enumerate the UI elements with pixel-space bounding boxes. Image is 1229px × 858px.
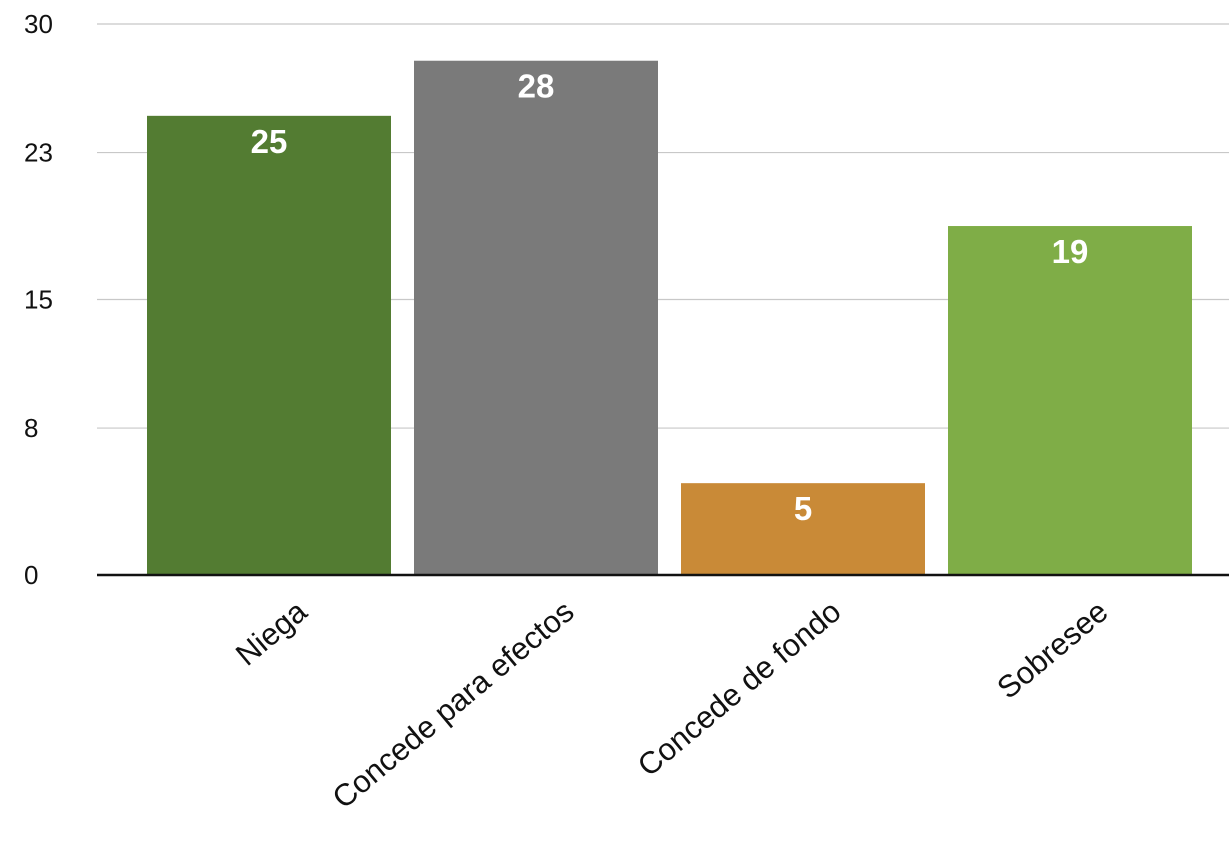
category-label: Sobresee — [990, 594, 1114, 706]
bar — [147, 115, 391, 575]
category-label: Concede para efectos — [326, 594, 581, 816]
bars — [147, 60, 1192, 576]
bar — [414, 60, 658, 575]
data-label: 25 — [251, 123, 288, 160]
bar — [948, 226, 1192, 576]
data-label: 5 — [794, 490, 812, 527]
data-labels: 25 28 5 19 — [251, 68, 1089, 527]
y-tick-label: 8 — [24, 413, 38, 443]
data-label: 28 — [518, 68, 555, 105]
y-tick-label: 0 — [24, 560, 38, 590]
y-tick-label: 23 — [24, 138, 53, 168]
y-tick-label: 30 — [24, 9, 53, 39]
category-label: Niega — [229, 593, 314, 672]
bar — [681, 483, 925, 575]
x-axis-category-labels: Niega Concede para efectos Concede de fond… — [229, 593, 1115, 815]
y-tick-label: 15 — [24, 285, 53, 315]
data-label: 19 — [1052, 233, 1089, 270]
category-label: Concede de fondo — [631, 594, 848, 784]
y-axis-tick-labels: 0 8 15 23 30 — [24, 9, 53, 590]
